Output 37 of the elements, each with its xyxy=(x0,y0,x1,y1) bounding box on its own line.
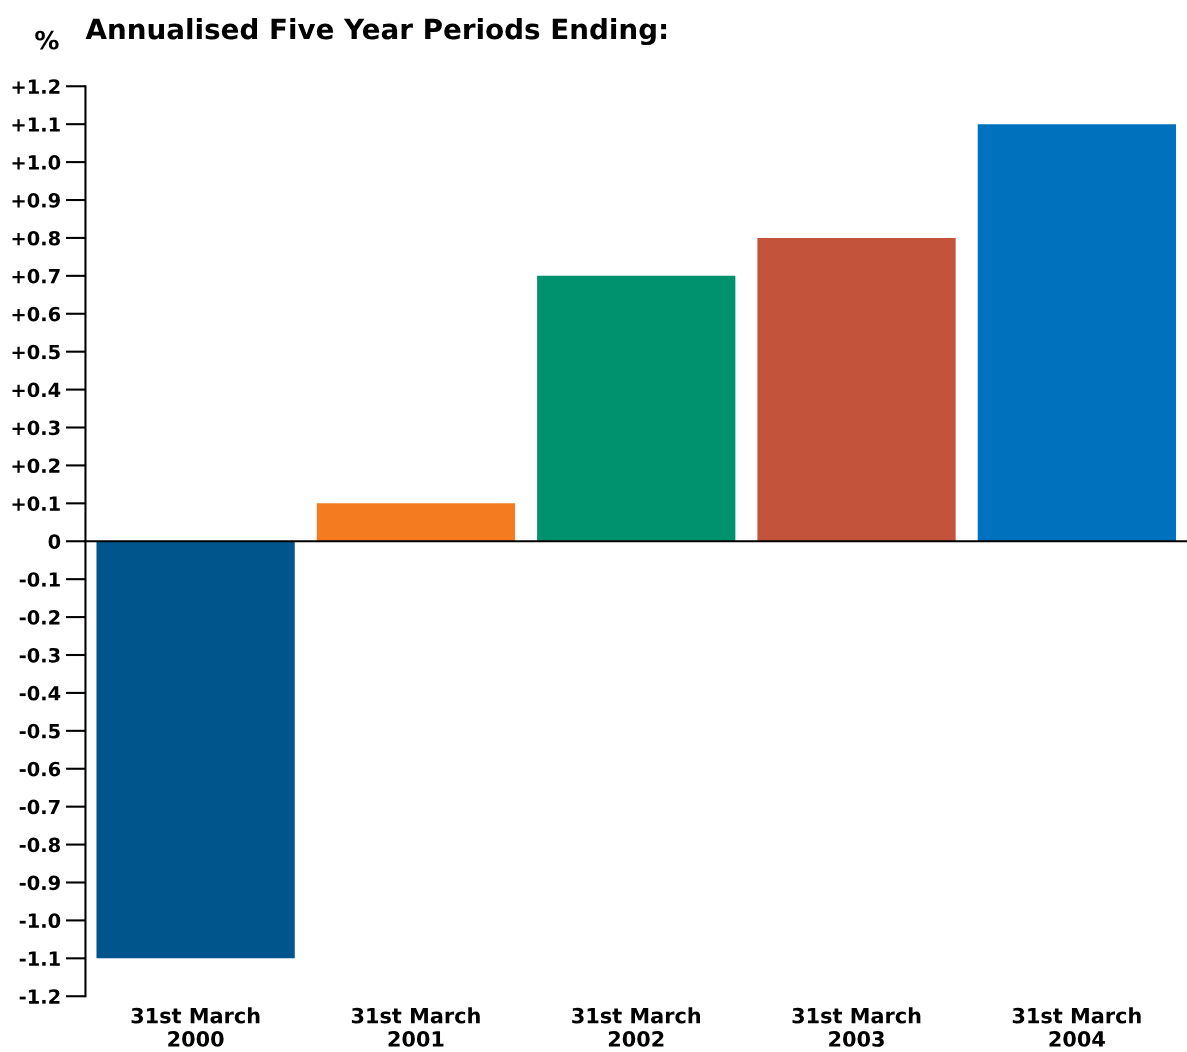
x-tick-label: 31st March 2000 xyxy=(131,1007,260,1047)
y-tick-label: -0.7 xyxy=(19,799,60,815)
y-tick-label: 0 xyxy=(48,534,61,549)
y-tick-label: -1.2 xyxy=(19,989,60,1004)
y-tick-label: -0.4 xyxy=(19,685,61,701)
y-tick-label: +0.5 xyxy=(12,344,60,360)
y-tick-label: +0.3 xyxy=(12,420,60,436)
y-tick-label: -1.1 xyxy=(19,951,60,966)
y-tick-label: -0.8 xyxy=(19,837,60,853)
y-tick-label: -0.9 xyxy=(19,875,60,891)
bar xyxy=(316,503,516,542)
x-tick-label: 31st March 2003 xyxy=(792,1007,921,1047)
y-tick-label: -0.1 xyxy=(19,572,60,587)
y-tick-label: +0.9 xyxy=(12,192,60,208)
y-tick-label: +0.6 xyxy=(12,306,61,322)
y-tick-label: +0.1 xyxy=(12,496,60,511)
y-tick-label: +0.2 xyxy=(12,458,60,474)
y-tick-label: -0.3 xyxy=(19,647,60,663)
x-tick-label: 31st March 2001 xyxy=(351,1007,480,1047)
y-tick-label: +0.8 xyxy=(12,230,60,246)
chart-title: Annualised Five Year Periods Ending: xyxy=(85,18,667,46)
bar xyxy=(96,541,295,959)
x-tick-label: 31st March 2004 xyxy=(1012,1007,1141,1047)
y-axis-title: % xyxy=(35,30,59,50)
y-tick-label: +1.2 xyxy=(12,79,60,94)
y-tick-label: -1.0 xyxy=(19,913,61,929)
bar xyxy=(537,275,736,542)
y-tick-label: -0.2 xyxy=(19,610,60,625)
bar xyxy=(757,237,956,542)
x-tick-label: 31st March 2002 xyxy=(572,1007,701,1047)
bar xyxy=(977,124,1176,542)
y-tick-label: -0.6 xyxy=(19,761,61,777)
y-tick-label: +0.7 xyxy=(12,268,60,284)
y-tick-label: -0.5 xyxy=(19,723,60,739)
y-tick-label: +0.4 xyxy=(12,382,61,398)
y-tick-label: +1.0 xyxy=(12,155,61,170)
y-tick-label: +1.1 xyxy=(12,117,60,132)
